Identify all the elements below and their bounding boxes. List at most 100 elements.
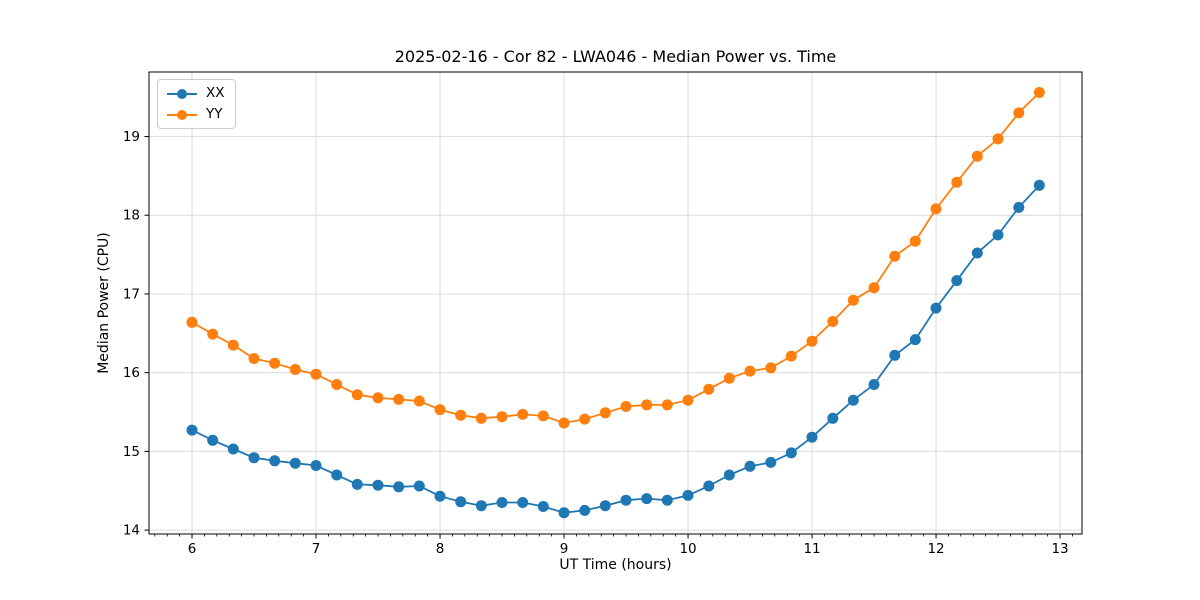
- data-point: [393, 393, 405, 405]
- data-point: [289, 457, 301, 469]
- data-point: [806, 431, 818, 443]
- data-point: [599, 407, 611, 419]
- axes-spines: [148, 71, 1083, 535]
- data-point: [537, 501, 549, 512]
- series-xx-markers: [186, 179, 1045, 519]
- y-tick-label: 16: [123, 365, 140, 381]
- data-point: [558, 417, 570, 429]
- data-point: [372, 392, 384, 404]
- data-point: [868, 282, 880, 294]
- data-point: [413, 395, 425, 407]
- data-point: [620, 494, 632, 506]
- x-axis-label: UT Time (hours): [559, 557, 672, 573]
- data-point: [207, 434, 219, 446]
- data-point: [806, 335, 818, 347]
- data-point: [434, 490, 446, 502]
- legend-line-marker-icon: [167, 88, 197, 99]
- data-point: [1013, 201, 1025, 213]
- data-point: [703, 480, 715, 492]
- legend-item-xx: XX: [166, 85, 225, 102]
- data-point: [723, 469, 735, 481]
- data-point: [331, 469, 343, 481]
- data-point: [785, 447, 797, 459]
- y-tick-label: 19: [123, 129, 140, 145]
- data-point: [682, 489, 694, 501]
- data-point: [496, 497, 508, 508]
- data-point: [868, 379, 880, 390]
- y-grid: [149, 136, 1082, 531]
- data-point: [351, 389, 363, 401]
- data-point: [269, 455, 281, 467]
- data-point: [331, 379, 343, 390]
- data-point: [971, 150, 983, 162]
- data-point: [909, 235, 921, 247]
- data-point: [641, 399, 653, 411]
- x-tick-label: 11: [803, 541, 820, 557]
- data-point: [765, 362, 777, 374]
- data-point: [537, 410, 549, 422]
- data-point: [1013, 107, 1025, 119]
- x-ticks: 6 7 8 9 10 11 12 13: [188, 534, 1069, 557]
- data-point: [517, 497, 529, 508]
- data-point: [723, 372, 735, 384]
- data-point: [310, 460, 322, 471]
- data-point: [413, 480, 425, 492]
- data-point: [579, 504, 591, 516]
- data-point: [847, 294, 859, 306]
- x-tick-label: 12: [927, 541, 944, 557]
- data-point: [641, 493, 653, 505]
- y-tick-label: 17: [123, 286, 140, 302]
- data-point: [351, 478, 363, 490]
- data-point: [847, 394, 859, 406]
- data-point: [620, 401, 632, 412]
- x-grid: [191, 72, 1061, 534]
- data-point: [951, 275, 963, 287]
- data-point: [393, 481, 405, 493]
- data-point: [475, 412, 487, 424]
- data-point: [992, 133, 1004, 145]
- data-point: [930, 302, 942, 314]
- y-tick-label: 18: [123, 208, 140, 224]
- data-point: [765, 456, 777, 468]
- data-point: [186, 316, 198, 328]
- data-point: [310, 368, 322, 380]
- x-tick-label: 9: [560, 541, 569, 557]
- data-point: [661, 399, 673, 411]
- data-point: [889, 250, 901, 262]
- data-point: [827, 412, 839, 424]
- data-point: [930, 203, 942, 215]
- y-ticks: 14 15 16 17 18 19: [123, 129, 149, 539]
- x-tick-label: 13: [1051, 541, 1068, 557]
- data-point: [248, 452, 260, 464]
- data-point: [827, 316, 839, 327]
- data-point: [248, 353, 260, 364]
- y-tick-label: 14: [123, 523, 140, 539]
- data-point: [289, 364, 301, 375]
- data-point: [744, 460, 756, 472]
- data-point: [992, 229, 1004, 241]
- data-point: [558, 507, 570, 519]
- legend: XX YY: [157, 79, 236, 129]
- data-point: [785, 350, 797, 362]
- data-point: [909, 334, 921, 346]
- legend-label: XX: [206, 84, 225, 101]
- data-point: [475, 500, 487, 512]
- data-point: [455, 496, 467, 508]
- data-point: [1033, 87, 1045, 98]
- series-yy-markers: [186, 87, 1045, 429]
- x-tick-label: 10: [679, 541, 696, 557]
- x-tick-label: 8: [436, 541, 445, 557]
- data-point: [186, 424, 198, 436]
- legend-label: YY: [206, 105, 223, 122]
- data-point: [372, 479, 384, 491]
- x-tick-label: 6: [188, 541, 197, 557]
- data-point: [744, 365, 756, 377]
- x-minor-ticks: [154, 534, 1073, 537]
- data-point: [496, 411, 508, 423]
- data-point: [703, 383, 715, 395]
- data-point: [434, 404, 446, 416]
- data-point: [455, 409, 467, 421]
- data-point: [661, 494, 673, 506]
